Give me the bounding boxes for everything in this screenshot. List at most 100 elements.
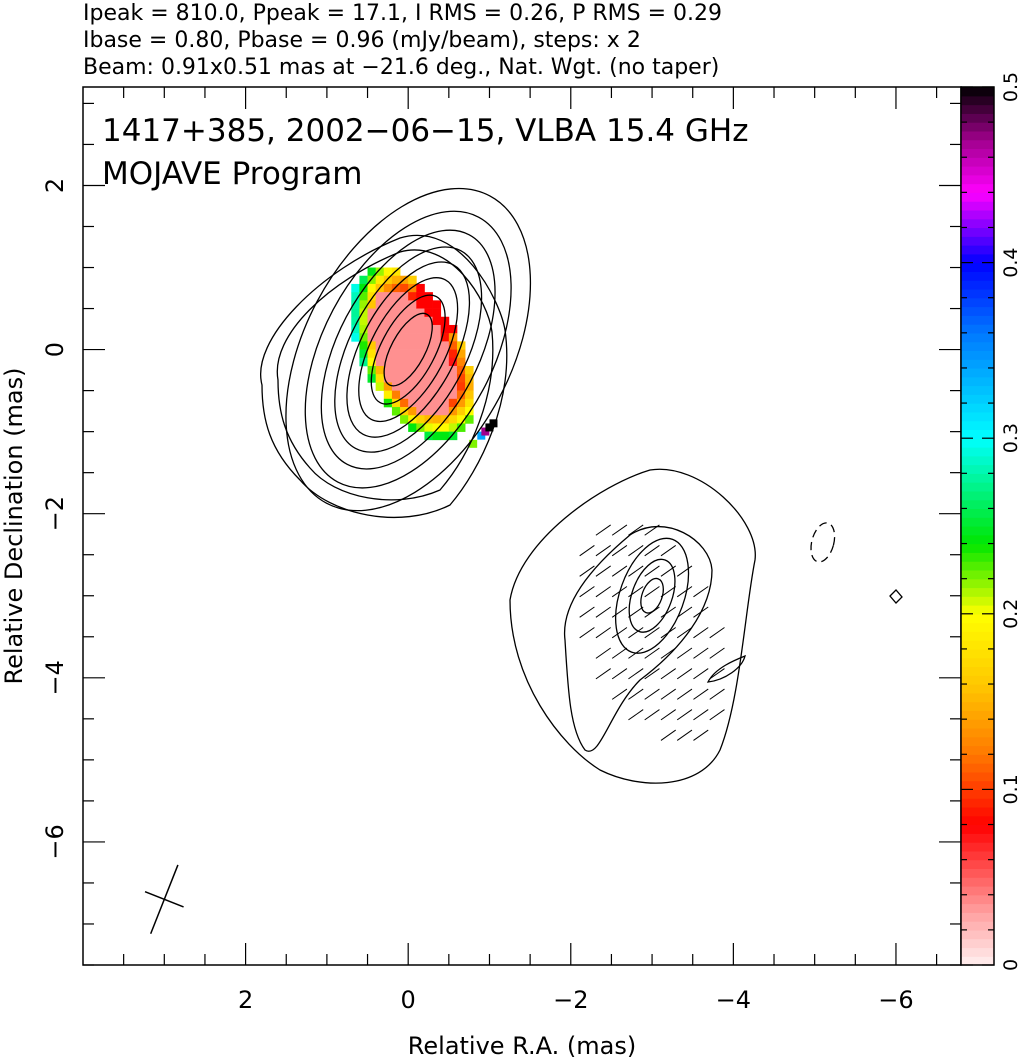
polarization-pixel: [367, 283, 377, 293]
polarization-pixel: [416, 349, 425, 359]
colorbar-segment: [961, 209, 994, 220]
polarization-pixel: [432, 431, 442, 441]
evpa-stick: [611, 688, 628, 700]
polarization-pixel: [400, 357, 409, 367]
colorbar-tick-label: 0.5: [1000, 72, 1022, 102]
evpa-stick: [660, 709, 676, 721]
evpa-stick: [595, 545, 611, 557]
polarization-pixel: [424, 374, 433, 383]
polarization-pixel: [391, 341, 401, 350]
colorbar-segment: [961, 763, 994, 773]
polarization-pixel: [424, 349, 433, 359]
polarization-pixel: [400, 283, 409, 293]
polarization-pixel: [408, 349, 417, 359]
polarization-pixel: [408, 308, 417, 318]
evpa-stick: [628, 627, 644, 639]
polarization-pixel: [448, 365, 458, 375]
polarization-pixel: [440, 374, 450, 383]
polarization-pixel: [408, 390, 417, 400]
colorbar-segment: [961, 315, 994, 325]
polarization-pixel: [383, 267, 393, 277]
evpa-stick: [579, 565, 595, 577]
colorbar-segment: [961, 218, 994, 229]
polarization-pixel: [400, 324, 409, 334]
polarization-pixel: [465, 415, 474, 424]
polarization-pixel: [448, 423, 458, 432]
polarization-pixel: [440, 382, 450, 391]
evpa-stick: [628, 647, 644, 659]
colorbar-segment: [961, 236, 994, 246]
evpa-stick: [693, 668, 709, 680]
small-contour: [706, 654, 746, 683]
colorbar-segment: [961, 341, 994, 351]
polarization-pixel: [440, 398, 450, 408]
intensity-contours: [260, 187, 903, 784]
polarization-pixel: [456, 382, 466, 391]
colorbar-segment: [961, 367, 994, 378]
polarization-pixel: [359, 292, 368, 301]
beam-cross: [144, 864, 184, 935]
polarization-pixel: [367, 357, 377, 367]
evpa-stick: [693, 647, 709, 659]
polarization-pixel: [416, 333, 425, 342]
colorbar-segment: [961, 587, 994, 597]
evpa-stick: [611, 545, 628, 557]
polarization-pixel: [408, 382, 417, 391]
colorbar-segment: [961, 877, 994, 887]
evpa-stick: [595, 524, 611, 536]
polarization-pixel: [408, 398, 417, 408]
polarization-pixel: [383, 398, 393, 408]
polarization-pixel: [456, 374, 466, 383]
colorbar-ticks: [961, 86, 994, 966]
polarization-pixel: [367, 267, 377, 277]
colorbar-segment: [961, 833, 994, 843]
evpa-stick: [628, 688, 644, 700]
polarization-pixel: [359, 324, 368, 334]
polarization-pixel: [391, 267, 401, 277]
plot-title: 1417+385, 2002−06−15, VLBA 15.4 GHz: [102, 113, 748, 149]
colorbar-segment: [961, 561, 994, 571]
colorbar-segment: [961, 657, 994, 668]
evpa-sticks: [579, 524, 725, 741]
polarization-pixel: [383, 341, 393, 350]
evpa-stick: [579, 606, 595, 618]
evpa-stick: [709, 668, 725, 680]
colorbar-segment: [961, 947, 994, 957]
plot-subtitle: MOJAVE Program: [102, 156, 362, 192]
evpa-stick: [660, 729, 676, 741]
polarization-pixel: [456, 365, 466, 375]
evpa-stick: [660, 545, 676, 557]
x-tick-label: −2: [553, 986, 588, 1014]
polarization-pixel: [424, 407, 433, 416]
polarization-pixel: [400, 308, 409, 318]
polarization-pixel: [408, 324, 417, 334]
colorbar-segment: [961, 613, 994, 624]
colorbar-tick-label: 0.1: [1000, 774, 1022, 804]
polarization-pixel: [391, 349, 401, 359]
colorbar-segment: [961, 824, 994, 834]
evpa-stick: [676, 729, 693, 741]
evpa-stick: [611, 668, 628, 680]
evpa-stick: [644, 545, 660, 557]
core-contour: [285, 187, 532, 512]
colorbar-segment: [961, 719, 994, 729]
colorbar-segment: [961, 253, 994, 264]
polarization-pixel: [416, 300, 425, 309]
evpa-stick: [709, 688, 725, 700]
polarization-pixel: [432, 374, 442, 383]
evpa-stick: [628, 565, 644, 577]
colorbar-segment: [961, 701, 994, 711]
polarization-pixel: [424, 365, 433, 375]
colorbar-segment: [961, 192, 994, 202]
header-line-1: Ipeak = 810.0, Ppeak = 17.1, I RMS = 0.2…: [83, 1, 722, 26]
polarization-pixel: [359, 275, 368, 285]
polarization-pixel: [400, 333, 409, 342]
polarization-pixel: [375, 349, 385, 359]
core-contour: [334, 246, 483, 453]
core-contour: [370, 294, 446, 405]
evpa-stick: [611, 606, 628, 618]
colorbar-segment: [961, 929, 994, 940]
header-line-2: Ibase = 0.80, Pbase = 0.96 (mJy/beam), s…: [83, 28, 641, 53]
evpa-stick: [611, 586, 628, 598]
evpa-stick: [579, 627, 595, 639]
